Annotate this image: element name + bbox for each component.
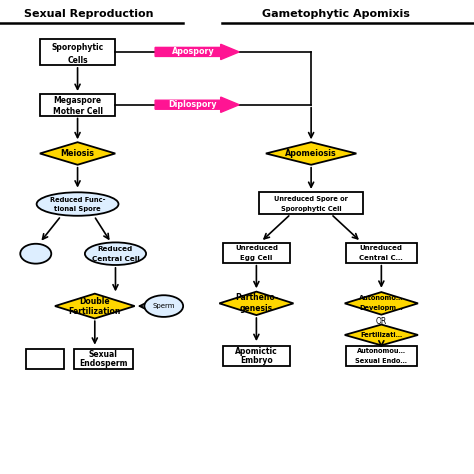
Text: Embryo: Embryo — [240, 356, 273, 365]
Text: Apospory: Apospory — [172, 47, 214, 56]
FancyArrow shape — [155, 44, 239, 60]
Polygon shape — [40, 142, 115, 165]
Text: Sexual Endo…: Sexual Endo… — [356, 358, 407, 364]
Text: Partheno-: Partheno- — [235, 293, 278, 302]
Polygon shape — [219, 292, 293, 315]
Text: Fertilizati…: Fertilizati… — [360, 332, 402, 338]
FancyBboxPatch shape — [40, 94, 115, 116]
Text: Unreduced Spore or: Unreduced Spore or — [274, 196, 348, 201]
Text: tional Spore: tional Spore — [54, 206, 101, 212]
Polygon shape — [345, 325, 418, 346]
Text: Autonomou…: Autonomou… — [357, 348, 406, 354]
Text: Reduced: Reduced — [98, 246, 133, 252]
Text: genesis: genesis — [240, 304, 273, 313]
Text: Developm…: Developm… — [359, 305, 403, 311]
Ellipse shape — [85, 242, 146, 265]
Text: Central C…: Central C… — [359, 255, 403, 261]
Text: Endosperm: Endosperm — [79, 359, 128, 368]
Text: Diplospory: Diplospory — [169, 100, 217, 109]
Polygon shape — [266, 142, 356, 165]
Text: Double: Double — [80, 297, 110, 306]
FancyBboxPatch shape — [259, 192, 363, 214]
Text: Sexual Reproduction: Sexual Reproduction — [24, 9, 153, 18]
Text: Unreduced: Unreduced — [360, 245, 403, 251]
Text: Fertilization: Fertilization — [69, 307, 121, 316]
Text: Egg Cell: Egg Cell — [240, 255, 273, 261]
FancyBboxPatch shape — [40, 39, 115, 65]
Polygon shape — [55, 294, 135, 319]
Text: Gametophytic Apomixis: Gametophytic Apomixis — [262, 9, 410, 18]
Text: Central Cell: Central Cell — [91, 255, 139, 262]
Text: Apomictic: Apomictic — [235, 346, 278, 356]
Polygon shape — [345, 292, 418, 315]
FancyBboxPatch shape — [346, 346, 417, 365]
FancyArrow shape — [155, 97, 239, 112]
FancyBboxPatch shape — [346, 243, 417, 263]
Text: Autonomo…: Autonomo… — [359, 295, 403, 301]
Ellipse shape — [36, 192, 118, 216]
FancyBboxPatch shape — [73, 349, 133, 369]
Text: Sexual: Sexual — [89, 350, 118, 359]
Text: Mother Cell: Mother Cell — [53, 107, 102, 116]
Text: Cells: Cells — [67, 55, 88, 64]
Text: Sporophytic Cell: Sporophytic Cell — [281, 206, 341, 211]
Text: Sporophytic: Sporophytic — [52, 43, 104, 52]
Text: Sperm: Sperm — [153, 303, 175, 309]
Ellipse shape — [145, 295, 183, 317]
Text: Reduced Func-: Reduced Func- — [50, 197, 105, 203]
FancyBboxPatch shape — [223, 243, 290, 263]
Ellipse shape — [20, 244, 51, 264]
Text: Apomeiosis: Apomeiosis — [285, 149, 337, 158]
Text: Megaspore: Megaspore — [54, 96, 101, 105]
Text: Meiosis: Meiosis — [61, 149, 95, 158]
Text: Unreduced: Unreduced — [235, 245, 278, 251]
FancyBboxPatch shape — [26, 349, 64, 369]
Text: OR: OR — [376, 317, 387, 326]
FancyBboxPatch shape — [223, 346, 290, 365]
